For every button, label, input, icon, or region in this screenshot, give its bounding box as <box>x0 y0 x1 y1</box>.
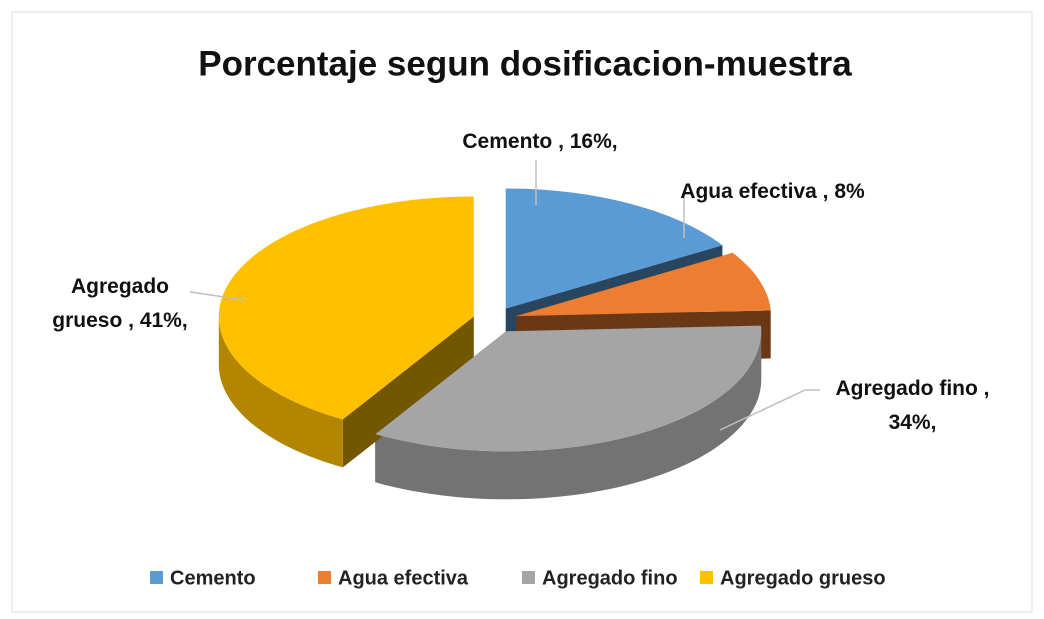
legend: Cemento Agua efectiva Agregado fino Agregad… <box>150 567 886 589</box>
legend-swatch <box>318 571 331 584</box>
legend-label: Cemento <box>170 567 256 589</box>
legend-label: Agregado fino <box>542 567 678 589</box>
legend-label: Agua efectiva <box>338 567 469 589</box>
chart-title: Porcentaje segun dosificacion-muestra <box>198 44 852 83</box>
slice-wall <box>218 316 343 468</box>
pie <box>218 188 771 500</box>
data-label: Agua efectiva , 8% <box>680 180 865 203</box>
leader-lines <box>189 160 820 431</box>
legend-label: Agregado grueso <box>720 567 886 589</box>
data-label: Agregado fino , 34%, <box>835 377 990 434</box>
leader-line <box>719 389 820 431</box>
legend-swatch <box>700 571 713 584</box>
legend-swatch <box>150 571 163 584</box>
slice-wall <box>375 331 762 500</box>
pie-slice <box>505 188 723 309</box>
data-label: Cemento , 16%, <box>462 130 618 153</box>
legend-swatch <box>522 571 535 584</box>
leader-line <box>189 291 246 301</box>
pie-slice <box>516 252 771 317</box>
pie-slice <box>375 325 762 452</box>
slice-side <box>342 316 474 468</box>
data-label: Agregado grueso , 41%, <box>52 275 188 332</box>
pie-slice <box>218 196 474 420</box>
